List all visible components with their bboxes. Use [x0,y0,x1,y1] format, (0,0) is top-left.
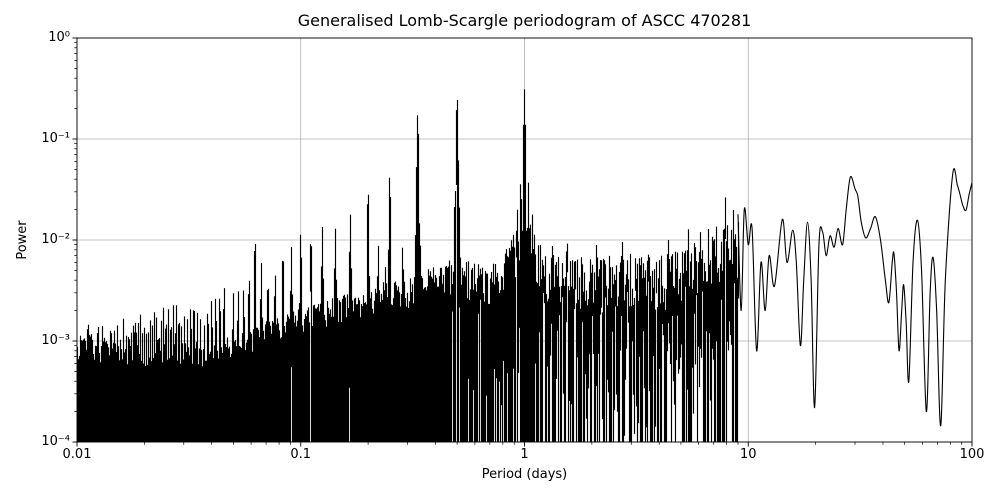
x-tick-label: 1 [520,447,529,462]
y-tick-label: 10⁻⁴ [41,434,70,449]
plot-spines [76,37,973,443]
x-axis-label: Period (days) [481,467,568,482]
chart-title: Generalised Lomb-Scargle periodogram of … [297,11,752,30]
smooth-periodogram-tail [737,168,972,427]
power-series [77,89,972,442]
x-tick-label: 100 [959,447,985,462]
y-tick-label: 10⁻¹ [41,131,70,146]
x-tick-label: 0.1 [290,447,312,462]
x-tick-label: 10 [739,447,757,462]
y-tick-label: 10⁰ [48,30,70,45]
axis-ticks [72,37,973,447]
axis-minor-ticks [74,42,963,445]
x-tick-label: 0.01 [62,447,92,462]
y-tick-label: 10⁻³ [41,333,70,348]
y-tick-label: 10⁻² [41,232,70,247]
dense-periodogram-region [77,89,740,442]
